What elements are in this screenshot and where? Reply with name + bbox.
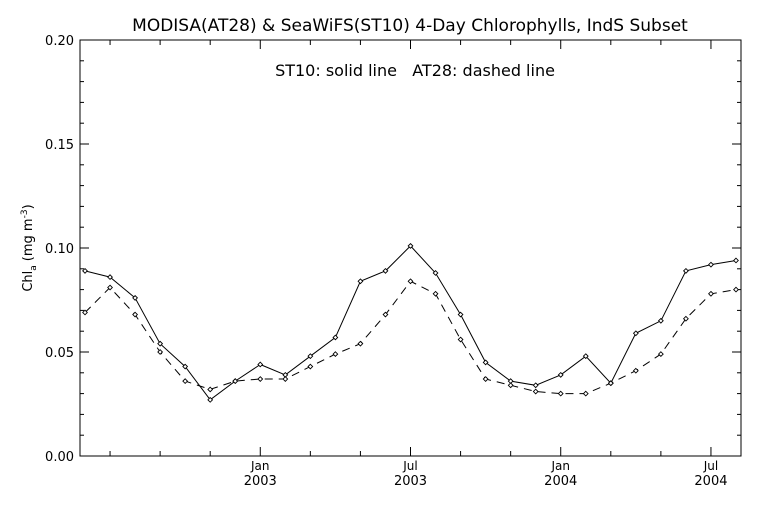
series-layer [82,242,739,403]
data-point-st10 [432,270,439,276]
y-tick-label: 0.20 [45,34,74,49]
y-axis-label: Chla (mg m-3) [20,204,39,291]
data-point-st10 [157,340,164,347]
data-point-st10 [708,261,714,268]
data-point-st10 [332,334,339,341]
y-label-unit-sup: -3 [20,209,30,218]
y-label-unit-close: ) [21,204,36,209]
y-tick-label: 0.15 [45,138,74,153]
data-point-at28 [107,284,113,291]
y-tick-label: 0.05 [45,346,74,361]
data-point-at28 [282,376,289,382]
data-point-at28 [733,286,739,293]
data-point-st10 [582,353,589,360]
data-point-st10 [657,317,664,324]
data-point-st10 [382,267,389,274]
data-point-at28 [607,380,614,387]
data-point-at28 [407,278,414,285]
data-point-at28 [332,351,339,358]
x-tick-year: 2004 [694,474,727,489]
data-point-at28 [357,340,364,347]
y-label-sub: a [29,265,39,271]
data-point-at28 [307,363,314,370]
data-point-at28 [232,378,239,385]
y-label-main: Chl [21,271,36,292]
data-point-st10 [257,361,264,368]
data-point-at28 [708,290,714,297]
data-point-at28 [507,382,514,389]
x-tick-label: Jul [402,459,417,473]
x-tick-year: 2004 [544,474,577,489]
data-point-st10 [733,257,739,264]
data-point-st10 [457,311,464,318]
data-point-at28 [532,388,539,395]
data-point-at28 [682,315,689,322]
chart-title: MODISA(AT28) & SeaWiFS(ST10) 4-Day Chlor… [132,16,688,36]
data-point-st10 [207,396,214,403]
data-point-st10 [307,353,314,360]
x-tick-label: Jan [550,459,570,473]
y-axis: 0.00 0.05 0.10 0.15 0.20 [45,34,741,465]
data-point-st10 [532,382,539,389]
y-tick-label: 0.10 [45,242,74,257]
data-point-at28 [457,336,464,343]
data-point-st10 [407,242,414,249]
data-point-st10 [82,267,88,274]
chart-annotation: ST10: solid line AT28: dashed line [275,61,555,80]
data-point-at28 [207,386,214,393]
data-point-at28 [82,309,88,316]
data-point-at28 [432,290,439,297]
data-point-at28 [557,390,564,397]
data-point-at28 [132,311,139,318]
data-point-st10 [182,363,189,370]
data-point-at28 [632,367,639,374]
data-point-st10 [357,278,364,285]
data-point-st10 [682,267,689,274]
data-point-st10 [107,274,113,281]
x-tick-label: Jan [250,459,270,473]
data-point-st10 [557,371,564,378]
y-label-unit-open: (mg m [21,218,36,261]
data-point-at28 [257,376,264,382]
data-point-at28 [657,351,664,358]
data-point-st10 [132,294,139,301]
y-tick-label: 0.00 [45,450,74,465]
x-tick-year: 2003 [244,474,277,489]
x-tick-year: 2003 [394,474,427,489]
data-point-st10 [632,330,639,337]
x-tick-label: Jul [703,459,718,473]
data-point-at28 [157,349,164,355]
series-line-st10 [84,245,737,401]
data-point-st10 [482,359,489,366]
series-line-at28 [84,280,737,395]
data-point-at28 [582,390,589,397]
data-point-at28 [482,376,489,382]
data-point-at28 [382,311,389,318]
data-point-at28 [182,378,189,385]
